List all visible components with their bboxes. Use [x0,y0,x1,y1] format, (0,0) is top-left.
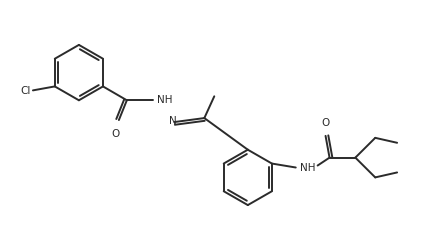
Text: NH: NH [157,95,172,105]
Text: Cl: Cl [20,86,31,96]
Text: O: O [321,118,330,128]
Text: N: N [169,116,177,126]
Text: O: O [112,129,120,139]
Text: NH: NH [300,162,315,173]
